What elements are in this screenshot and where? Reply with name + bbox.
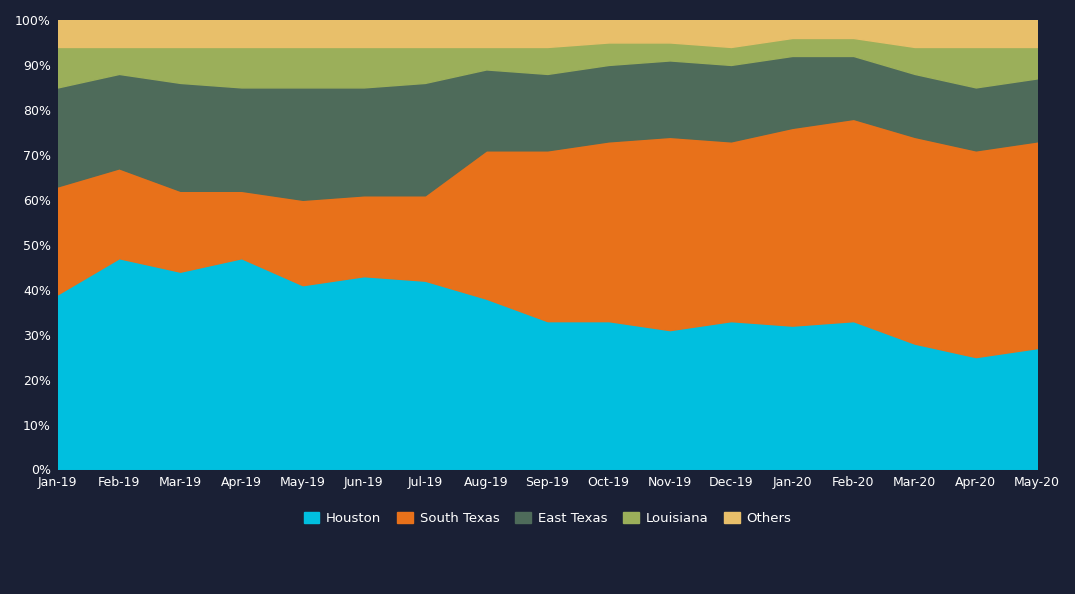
Legend: Houston, South Texas, East Texas, Louisiana, Others: Houston, South Texas, East Texas, Louisi… — [299, 507, 797, 530]
